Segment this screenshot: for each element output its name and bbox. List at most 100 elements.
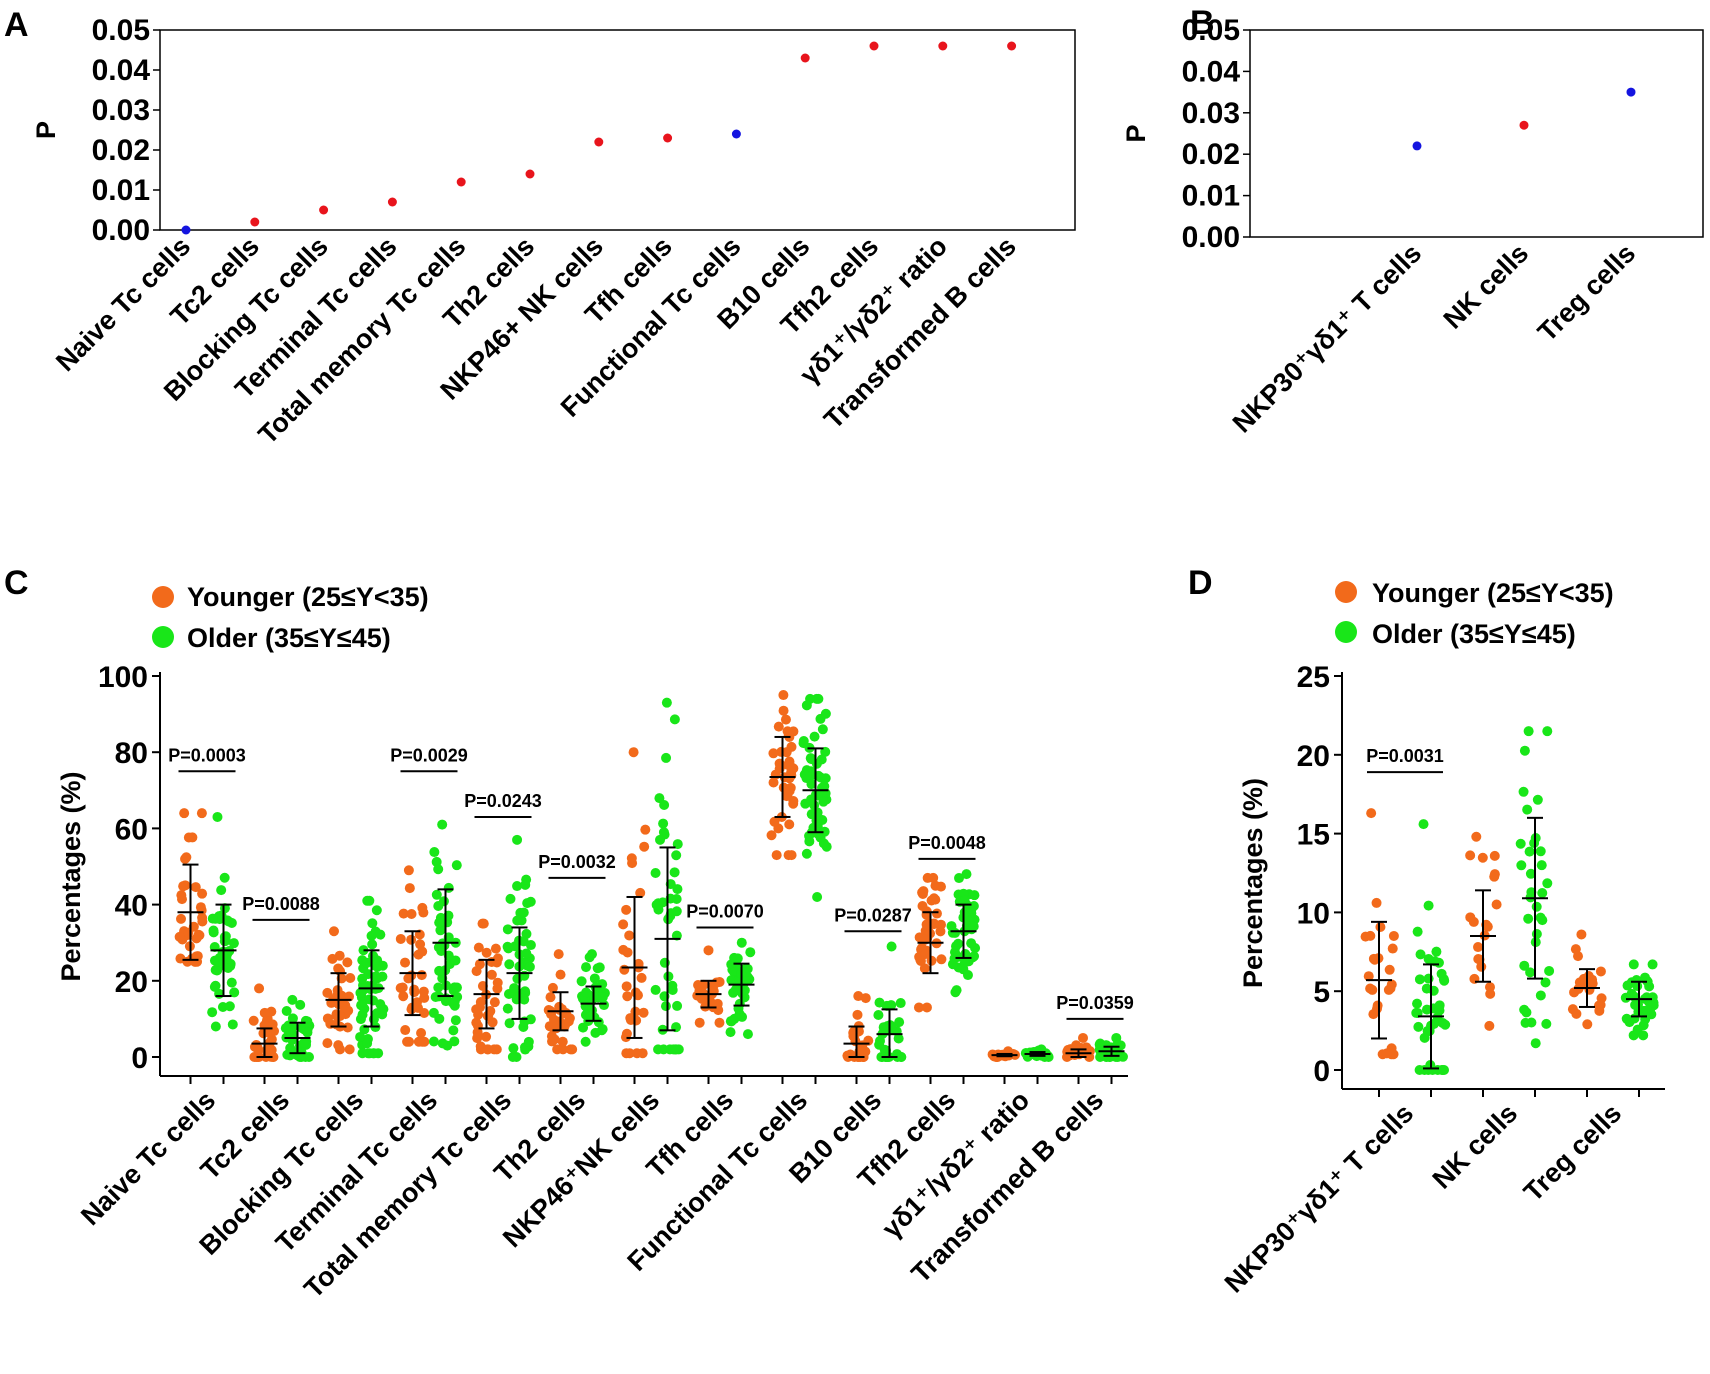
data-point-younger <box>342 1022 353 1033</box>
data-point-older <box>946 921 957 932</box>
p-value-label: P=0.0243 <box>464 791 542 811</box>
data-point-older <box>372 959 383 970</box>
data-point-older <box>1530 1038 1541 1049</box>
data-point-younger <box>784 785 795 796</box>
data-point-older <box>895 998 906 1009</box>
data-point-older <box>580 1009 591 1020</box>
y-tick-label: 15 <box>1297 819 1330 852</box>
data-point-older <box>671 850 682 861</box>
data-point-younger <box>406 970 417 981</box>
data-point-older <box>1414 1065 1425 1075</box>
data-point-younger <box>406 934 417 945</box>
data-point-younger <box>565 1044 576 1055</box>
data-point-older <box>1519 960 1530 971</box>
panel-c-chart: 0 20 40 60 80 100 Percentages (%) P=0.0003 Naive… <box>56 661 1134 1304</box>
point-nkp30-1-t-cells <box>1412 141 1422 151</box>
data-point-older <box>949 953 960 964</box>
y-tick-label: 0.04 <box>1182 55 1241 88</box>
data-point-younger <box>1371 897 1382 908</box>
data-point-older <box>428 1007 439 1018</box>
data-point-younger <box>638 1007 649 1018</box>
data-point-older <box>1535 912 1546 923</box>
data-point-younger <box>417 902 428 913</box>
data-point-older <box>502 924 513 935</box>
data-point-older <box>1439 975 1450 986</box>
data-point-older <box>431 889 442 900</box>
x-label-nk-cells: NK cells <box>1427 1098 1524 1195</box>
data-point-younger <box>913 1002 924 1013</box>
data-point-younger <box>259 1007 270 1018</box>
data-point-older <box>521 874 532 885</box>
data-point-younger <box>1465 850 1476 861</box>
data-point-younger <box>547 982 558 993</box>
data-point-older <box>1532 794 1543 805</box>
data-point-younger <box>197 916 208 927</box>
data-point-older <box>668 1044 679 1055</box>
data-point-younger <box>416 970 427 981</box>
data-point-older <box>357 1048 368 1059</box>
data-point-older <box>300 1052 311 1062</box>
data-point-younger <box>398 991 409 1002</box>
data-point-younger <box>621 904 632 915</box>
data-point-younger <box>1583 971 1594 982</box>
data-point-older <box>817 724 828 735</box>
data-point-younger <box>397 982 408 993</box>
data-point-older <box>672 1000 683 1011</box>
data-point-younger <box>190 882 201 893</box>
data-point-younger <box>632 1048 643 1059</box>
data-point-older <box>509 983 520 994</box>
data-point-older <box>440 996 451 1007</box>
data-point-older <box>1427 1065 1438 1075</box>
data-point-older <box>1522 804 1533 815</box>
data-point-older <box>1535 990 1546 1001</box>
data-point-younger <box>327 953 338 964</box>
data-point-older <box>1526 887 1537 898</box>
data-point-older <box>671 906 682 917</box>
data-point-older <box>357 1000 368 1011</box>
data-point-older <box>287 994 298 1005</box>
data-point-older <box>580 1036 591 1047</box>
data-point-younger <box>180 853 191 864</box>
data-point-younger <box>784 773 795 784</box>
data-point-younger <box>174 931 185 942</box>
data-point-younger <box>639 841 650 852</box>
data-point-younger <box>714 1017 725 1028</box>
point-tc2-cells <box>250 217 260 227</box>
y-tick-label: 100 <box>98 661 148 694</box>
data-point-older <box>1421 1004 1432 1015</box>
y-tick-label: 10 <box>1297 897 1330 930</box>
data-point-older <box>430 992 441 1003</box>
data-point-older <box>886 941 897 952</box>
data-point-younger <box>630 987 641 998</box>
data-point-older <box>1412 998 1423 1009</box>
data-point-older <box>1531 901 1542 912</box>
y-tick-label: 0.05 <box>1182 14 1240 47</box>
data-point-younger <box>935 881 946 892</box>
data-point-older <box>371 905 382 916</box>
data-point-older <box>1515 838 1526 849</box>
data-point-older <box>220 935 231 946</box>
data-point-older <box>228 938 239 949</box>
data-point-younger <box>769 816 780 827</box>
data-point-older <box>1516 860 1527 871</box>
data-point-older <box>801 848 812 859</box>
data-point-older <box>968 921 979 932</box>
panel-letter-b: B <box>1190 4 1215 42</box>
data-point-older <box>1415 949 1426 960</box>
data-point-younger <box>471 1004 482 1015</box>
data-point-older <box>452 991 463 1002</box>
data-point-older <box>1525 868 1536 879</box>
data-point-younger <box>322 987 333 998</box>
data-point-younger <box>636 972 647 983</box>
y-tick-label: 20 <box>115 966 148 999</box>
p-value-label: P=0.0031 <box>1366 746 1444 766</box>
data-point-older <box>512 834 523 845</box>
data-point-younger <box>778 690 789 701</box>
data-point-younger <box>248 1015 259 1026</box>
data-point-younger <box>194 930 205 941</box>
data-point-younger <box>1365 930 1376 941</box>
data-point-younger <box>471 966 482 977</box>
p-value-label: P=0.0048 <box>908 833 986 853</box>
data-point-younger <box>481 1031 492 1042</box>
